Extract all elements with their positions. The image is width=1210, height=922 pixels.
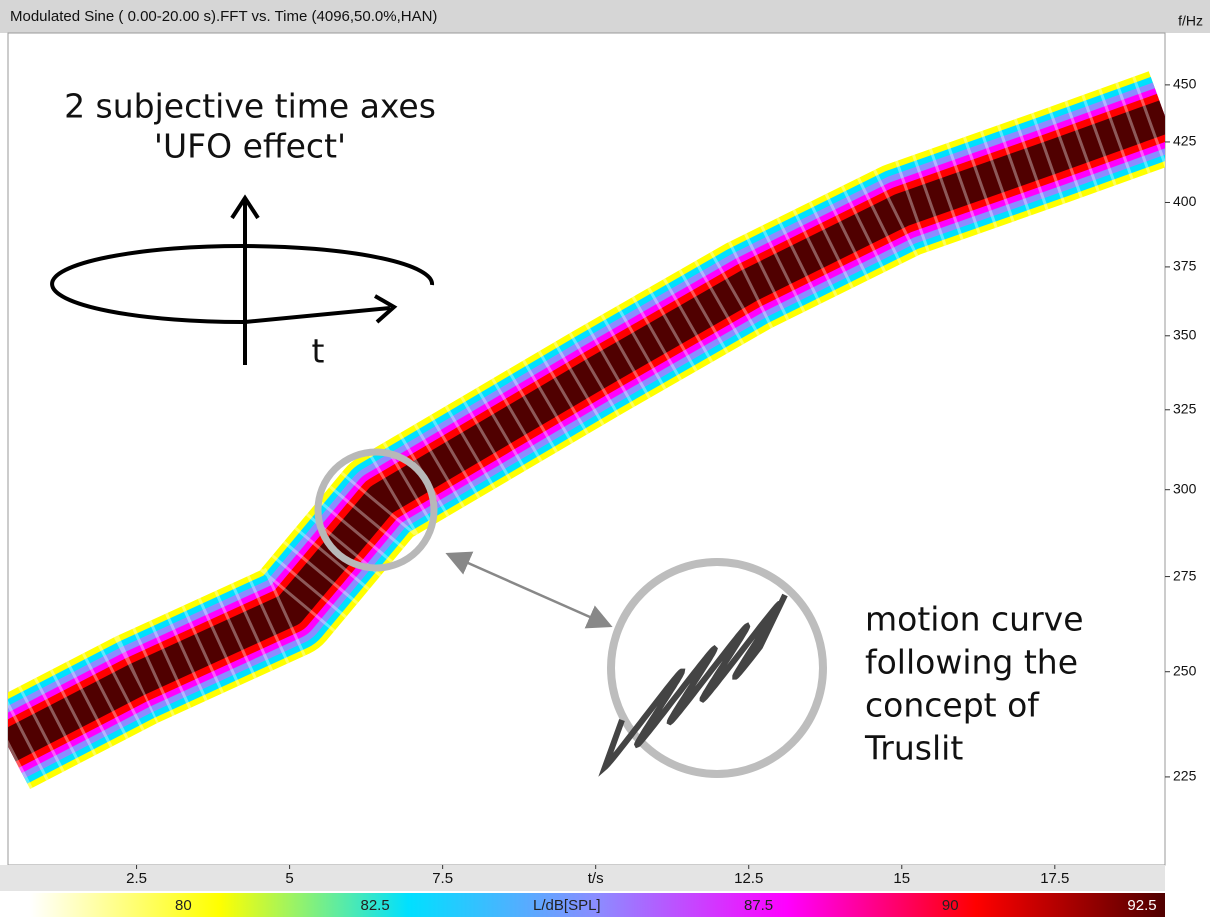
y-tick-label: 375: [1173, 258, 1197, 274]
x-tick-label: 7.5: [432, 870, 453, 887]
y-tick-label: 250: [1173, 662, 1197, 678]
colorbar-tick-label: 92.5: [1127, 897, 1156, 914]
x-axis-strip: [0, 865, 1165, 891]
chart-title: Modulated Sine ( 0.00-20.00 s).FFT vs. T…: [10, 8, 437, 25]
y-tick-label: 225: [1173, 768, 1197, 784]
colorbar-tick-label: 90: [942, 897, 959, 914]
y-axis-label: f/Hz: [1178, 13, 1203, 29]
colorbar-tick-label: 82.5: [360, 897, 389, 914]
x-tick-label: 5: [285, 870, 293, 887]
annotation: 'UFO effect': [154, 127, 346, 166]
y-tick-label: 300: [1173, 480, 1197, 496]
colorbar: 80 82.5 L/dB[SPL] 87.5 90 92.5: [30, 893, 1165, 917]
annotation: 2 subjective time axes: [64, 87, 436, 126]
x-tick-label: 17.5: [1040, 870, 1069, 887]
y-tick-label: 275: [1173, 567, 1197, 583]
colorbar-tick-label: 87.5: [744, 897, 773, 914]
y-tick-label: 350: [1173, 326, 1197, 342]
y-tick-label: 425: [1173, 133, 1197, 149]
x-tick-label: 12.5: [734, 870, 763, 887]
annotation: motion curve: [865, 600, 1084, 639]
y-tick-label: 325: [1173, 400, 1197, 416]
annotation: t: [312, 332, 325, 371]
annotation: concept of: [865, 686, 1040, 725]
colorbar-tick-label: L/dB[SPL]: [533, 897, 601, 914]
colorbar-tick-label: 80: [175, 897, 192, 914]
x-tick-label: t/s: [588, 870, 604, 887]
chart: Modulated Sine ( 0.00-20.00 s).FFT vs. T…: [0, 0, 1210, 917]
y-tick-label: 450: [1173, 76, 1197, 92]
annotation: Truslit: [864, 729, 963, 768]
annotation: following the: [865, 643, 1078, 682]
x-tick-label: 15: [893, 870, 910, 887]
x-tick-label: 2.5: [126, 870, 147, 887]
y-tick-label: 400: [1173, 193, 1197, 209]
